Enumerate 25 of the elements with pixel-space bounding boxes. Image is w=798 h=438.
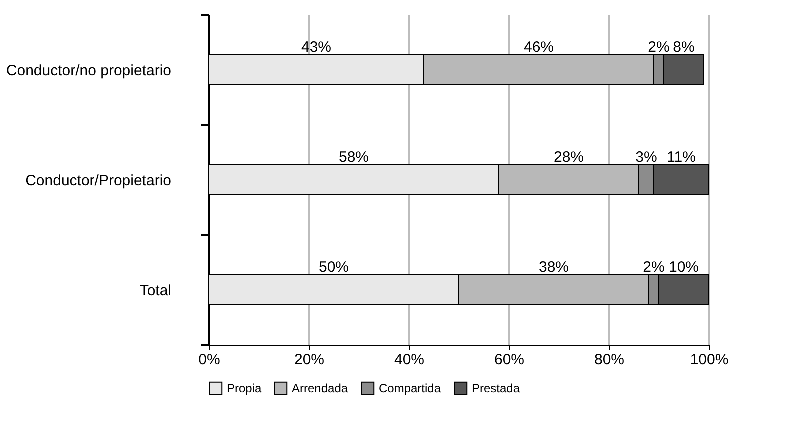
data-label: 2%	[648, 39, 670, 56]
x-tick-label: 0%	[198, 352, 220, 368]
y-tick-label: Conductor/Propietario	[26, 172, 172, 190]
data-label: 28%	[554, 149, 584, 166]
data-label: 46%	[524, 39, 554, 56]
data-label: 38%	[538, 259, 570, 276]
data-label: 3%	[636, 149, 658, 166]
x-tick-label: 20%	[294, 352, 325, 368]
y-tick-label: Conductor/no propietario	[6, 62, 172, 80]
data-label: 8%	[673, 39, 695, 56]
data-label: 2%	[643, 259, 665, 276]
data-label: 58%	[338, 149, 370, 166]
y-tick-label: Total	[140, 282, 172, 300]
x-tick-label: 100%	[690, 352, 729, 368]
legend-label: Arrendada	[292, 381, 348, 396]
legend-label: Propia	[227, 381, 262, 396]
x-tick-label: 60%	[494, 352, 525, 368]
data-label: 11%	[667, 149, 696, 166]
legend-label: Prestada	[472, 381, 520, 396]
x-tick-label: 80%	[594, 352, 625, 368]
data-label: 10%	[668, 259, 700, 276]
data-label: 50%	[318, 259, 350, 276]
data-label: 43%	[301, 39, 332, 56]
x-tick-label: 40%	[394, 352, 425, 368]
legend-label: Compartida	[379, 381, 442, 396]
